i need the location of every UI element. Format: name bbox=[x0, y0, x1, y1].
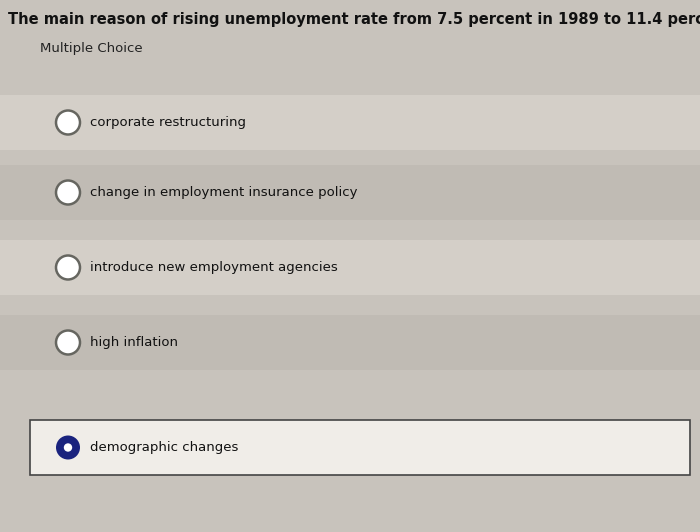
Text: introduce new employment agencies: introduce new employment agencies bbox=[90, 261, 337, 274]
Circle shape bbox=[56, 111, 80, 135]
Bar bbox=[0, 240, 700, 295]
Text: high inflation: high inflation bbox=[90, 336, 178, 349]
Circle shape bbox=[64, 443, 72, 452]
Circle shape bbox=[56, 180, 80, 204]
Bar bbox=[0, 165, 700, 220]
Bar bbox=[0, 95, 700, 150]
FancyBboxPatch shape bbox=[30, 420, 690, 475]
Text: demographic changes: demographic changes bbox=[90, 441, 239, 454]
Circle shape bbox=[56, 436, 80, 460]
Bar bbox=[0, 315, 700, 370]
Circle shape bbox=[56, 330, 80, 354]
Text: Multiple Choice: Multiple Choice bbox=[40, 42, 143, 55]
Text: corporate restructuring: corporate restructuring bbox=[90, 116, 246, 129]
Text: change in employment insurance policy: change in employment insurance policy bbox=[90, 186, 358, 199]
Circle shape bbox=[56, 255, 80, 279]
Text: The main reason of rising unemployment rate from 7.5 percent in 1989 to 11.4 per: The main reason of rising unemployment r… bbox=[8, 12, 700, 27]
